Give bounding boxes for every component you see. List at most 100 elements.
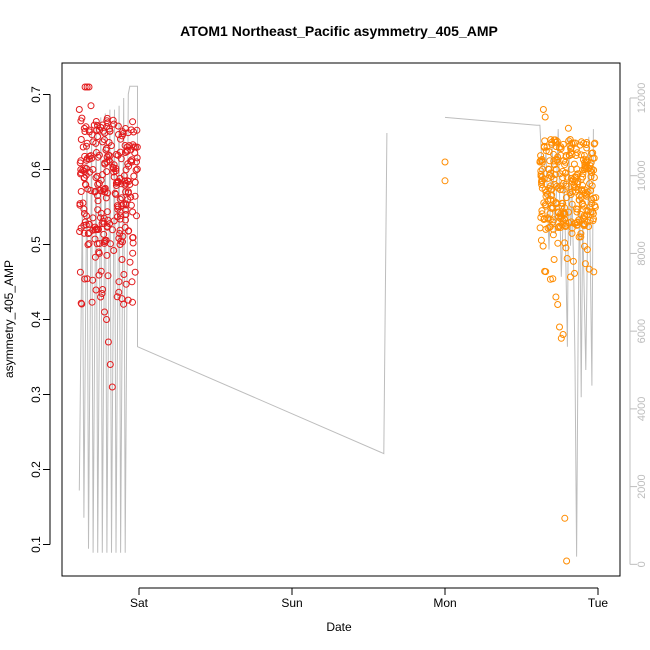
series-2-point: [548, 173, 555, 181]
series-2-point: [562, 244, 570, 252]
series-1-point: [89, 276, 97, 284]
series-1-point: [129, 234, 137, 241]
series-1-point: [93, 226, 101, 233]
series-1-point: [88, 298, 96, 306]
series-1-point: [84, 185, 92, 193]
series-1-point: [89, 166, 97, 173]
series-1-point: [98, 220, 106, 228]
chart-title: ATOM1 Northeast_Pacific asymmetry_405_AM…: [180, 23, 498, 39]
series-2-point: [580, 152, 588, 159]
series-2-point: [589, 149, 597, 157]
series-2-point: [550, 157, 558, 165]
series-1-point: [82, 221, 90, 229]
y2-tick-label: 4000: [636, 397, 648, 421]
series-2-point: [554, 239, 562, 247]
series-2-point: [590, 215, 597, 223]
series-1-point: [124, 189, 132, 197]
series-2-point: [441, 158, 449, 166]
series-2-point: [577, 211, 585, 218]
series-2-point: [590, 140, 598, 148]
series-1-point: [89, 214, 97, 222]
series-1-point: [91, 253, 99, 261]
series-2-point: [554, 224, 562, 231]
series-2-point: [563, 173, 571, 181]
series-2-point: [546, 275, 554, 283]
series-1-point: [76, 268, 84, 276]
series-1-point: [106, 220, 114, 228]
series-1-point: [100, 127, 107, 135]
series-1-point: [87, 102, 95, 110]
series-2-point: [556, 222, 564, 230]
series-1-point: [81, 83, 89, 91]
series-2-point: [557, 182, 565, 190]
series-2-point: [580, 220, 588, 228]
x-tick-label: Mon: [433, 596, 456, 610]
series-1-point: [82, 123, 90, 131]
series-2-point: [556, 323, 563, 331]
series-2-point: [586, 216, 594, 224]
series-1-point: [117, 180, 125, 188]
series-2-point: [545, 166, 553, 173]
series-1-point: [112, 190, 120, 198]
series-1-point: [118, 132, 126, 140]
series-2-point: [537, 214, 545, 221]
series-2-point: [570, 181, 578, 188]
series-2-point: [571, 269, 578, 277]
series-2-point: [559, 331, 567, 338]
series-2-point: [541, 113, 549, 121]
series-2-point: [574, 170, 582, 178]
series-1-point: [133, 212, 140, 220]
y-tick-label: 0.7: [29, 86, 43, 103]
series-1-point: [117, 155, 125, 163]
series-2-point: [586, 203, 594, 211]
series-1-point: [130, 172, 138, 180]
series-1-point: [88, 131, 96, 139]
series-1-point: [121, 149, 129, 156]
series-1-point: [110, 173, 118, 181]
series-1-point: [77, 136, 85, 143]
series-1-point: [80, 124, 88, 132]
series-2-point: [566, 136, 574, 143]
trace-line: [78, 85, 388, 553]
series-1-point: [85, 152, 93, 160]
series-2-point: [552, 165, 560, 173]
y2-tick-label: 12000: [636, 83, 648, 114]
series-1-point: [92, 286, 100, 294]
y-axis-right: 0 2000 4000 6000 8000 10000 12000: [629, 83, 648, 567]
y2-tick-label: 6000: [636, 319, 648, 343]
series-1-point: [126, 258, 134, 266]
series-1-point: [77, 299, 85, 307]
series-1-point: [81, 164, 89, 172]
series-1-point: [126, 181, 134, 188]
x-tick-label: Sun: [281, 596, 302, 610]
series-1-point: [125, 227, 133, 235]
series-1-point: [104, 272, 112, 280]
series-2-point: [563, 255, 571, 262]
series-1-point: [97, 293, 105, 301]
series-2-point: [537, 236, 545, 244]
series-1-point: [104, 338, 112, 346]
series-1-point: [103, 114, 111, 122]
series-1-point: [75, 106, 83, 113]
series-2-point: [588, 182, 596, 190]
y-tick-label: 0.4: [29, 311, 43, 328]
series-1-point: [95, 248, 103, 256]
series-1-point: [81, 128, 89, 135]
series-1-point: [94, 206, 102, 214]
series-1-point: [101, 160, 109, 168]
series-1-point: [132, 143, 139, 151]
series-1-point: [131, 149, 139, 157]
series-1-point: [106, 127, 114, 135]
series-2-point: [579, 173, 587, 181]
series-2-point: [568, 229, 576, 237]
series-1-point: [117, 212, 124, 220]
series-1-point: [80, 205, 88, 213]
series-1-point: [83, 155, 91, 162]
series-1-point: [92, 187, 100, 195]
series-1-point: [96, 126, 104, 134]
series-1-point: [97, 267, 105, 275]
series-2-point: [548, 191, 556, 199]
series-1-point: [103, 251, 111, 259]
series-2-point: [538, 158, 546, 166]
